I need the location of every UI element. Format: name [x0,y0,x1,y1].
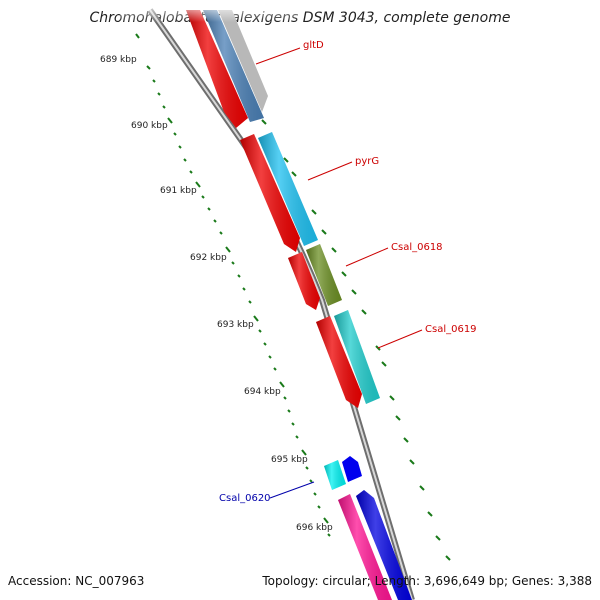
gene-features [186,10,412,600]
label-pyrG[interactable]: pyrG [355,156,379,167]
top-fade [120,0,300,22]
ruler-label: 696 kbp [296,523,333,533]
ruler-label: 694 kbp [244,387,281,397]
ruler-label: 690 kbp [131,121,168,131]
gene-blue-small[interactable] [342,456,362,482]
ruler-label: 691 kbp [160,186,197,196]
genome-stats-text: Topology: circular; Length: 3,696,649 bp… [262,574,592,588]
ruler-label: 693 kbp [217,320,254,330]
ruler-label: 692 kbp [190,253,227,263]
label-Csal_0618[interactable]: Csal_0618 [391,242,443,253]
accession-text: Accession: NC_007963 [8,574,145,588]
gene-gltD-grey[interactable] [218,10,268,112]
outer-ticks [261,119,451,561]
ruler-labels: 689 kbp 690 kbp 691 kbp 692 kbp 693 kbp … [100,55,333,533]
ruler-ticks [135,33,331,537]
gene-labels: gltD pyrG Csal_0618 Csal_0619 Csal_0620 [219,40,477,504]
label-Csal_0620[interactable]: Csal_0620 [219,493,271,504]
ruler-label: 695 kbp [271,455,308,465]
label-Csal_0619[interactable]: Csal_0619 [425,324,477,335]
label-gltD[interactable]: gltD [303,40,324,51]
ruler-label: 689 kbp [100,55,137,65]
